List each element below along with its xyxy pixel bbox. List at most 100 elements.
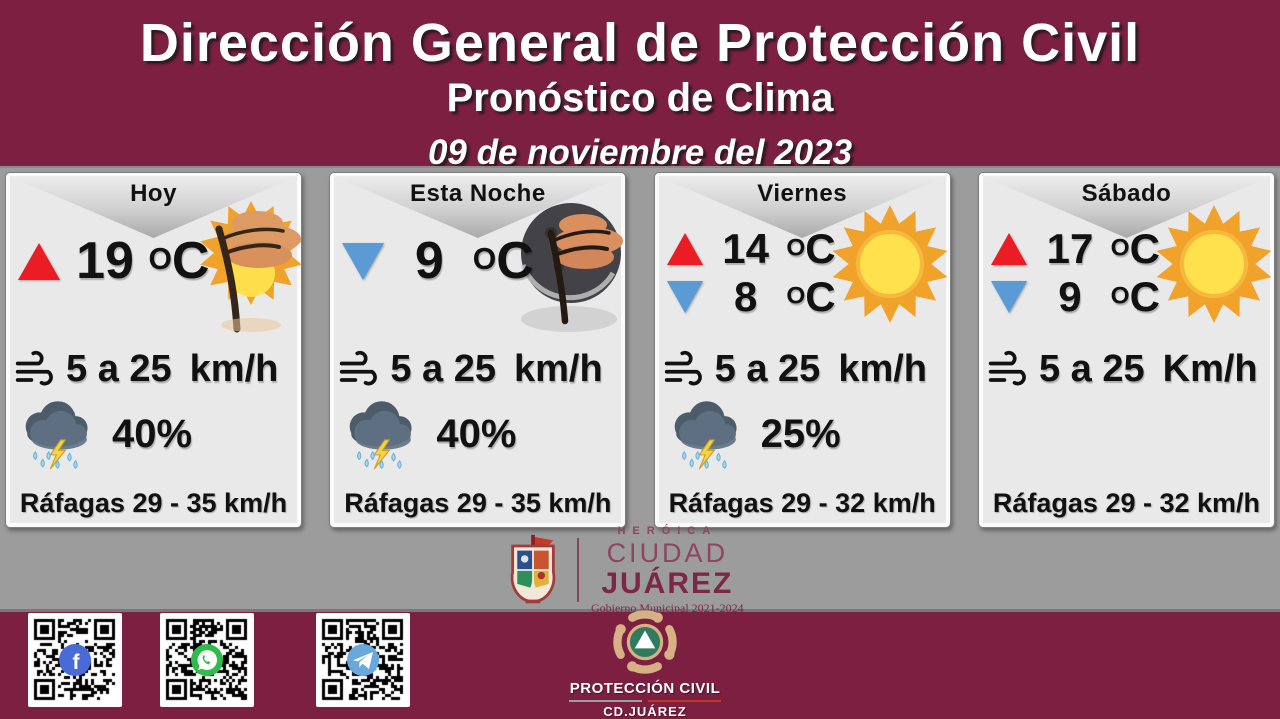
temp-row-min: 8 OC [666, 273, 847, 321]
wind-icon [14, 347, 58, 391]
wind-row: 5 a 25 km/h [14, 343, 299, 395]
day-label: Esta Noche [409, 180, 546, 207]
temp-down-icon [342, 242, 385, 280]
wind-value: 5 a 25 [1038, 347, 1145, 390]
temp-row-min: 9 OC [342, 229, 534, 293]
forecast-card-sabado: Sábado 17 OC 9 OC 5 a 25 Km/h Ráfagas 2 [977, 172, 1275, 528]
temp-value: 9 [414, 232, 444, 290]
temp-down-icon [990, 281, 1027, 313]
gusts-label: Ráfagas [19, 488, 125, 518]
proteccion-civil-emblem-icon [613, 610, 677, 674]
proteccion-civil-label: PROTECCIÓN CIVIL [569, 680, 721, 697]
temp-down-icon [666, 281, 703, 313]
page-title: Dirección General de Protección Civil [139, 13, 1141, 73]
rain-probability: 40% [112, 411, 193, 456]
forecast-card-viernes: Viernes 14 OC 8 OC 5 a 25 km/h 25% [653, 172, 951, 528]
forecast-card-esta-noche: Esta Noche 9 OC 5 a 25 km/h 40% Ráfagas … [329, 172, 627, 528]
wind-value: 5 a 25 [390, 347, 496, 390]
city-crest-icon [505, 533, 561, 607]
degree-symbol: O [786, 234, 806, 262]
whatsapp-icon [191, 644, 223, 676]
gusts-unit: km/h [872, 488, 936, 518]
temp-value: 19 [76, 232, 134, 290]
qr-code-whatsapp [160, 613, 254, 707]
wind-row: 5 a 25 Km/h [987, 343, 1272, 395]
wind-icon [338, 347, 382, 391]
gusts-row: Ráfagas 29 - 32 km/h [979, 488, 1274, 519]
temperatures: 9 OC [342, 229, 534, 293]
degree-symbol: O [148, 243, 172, 277]
city-government-label: Gobierno Municipal 2021-2024 [591, 601, 744, 615]
proteccion-civil-divider [569, 700, 721, 702]
temp-value: 8 [733, 273, 758, 320]
facebook-icon [59, 644, 91, 676]
day-label: Viernes [757, 180, 848, 207]
temperatures: 14 OC 8 OC [666, 225, 847, 321]
gusts-unit: km/h [1197, 488, 1261, 518]
rain-probability: 25% [760, 411, 841, 456]
wind-icon [987, 347, 1031, 391]
rain-row: 40% [16, 395, 192, 473]
storm-cloud-icon [340, 396, 422, 472]
rain-probability: 40% [436, 411, 517, 456]
wind-unit: km/h [838, 347, 928, 390]
wind-icon [663, 347, 707, 391]
gusts-row: Ráfagas 29 - 35 km/h [330, 488, 625, 519]
forecast-card-hoy: Hoy 19 OC 5 a 25 km/h 40% Ráfagas 29 - 3… [5, 172, 302, 528]
temperatures: 19 OC [18, 229, 209, 293]
temp-up-icon [990, 233, 1027, 265]
gusts-unit: km/h [548, 488, 612, 518]
degree-symbol: O [786, 282, 806, 310]
degree-symbol: O [1110, 234, 1130, 262]
gusts-unit: km/h [224, 488, 288, 518]
qr-code-telegram [316, 613, 410, 707]
gusts-value: 29 - 35 [456, 488, 541, 518]
temp-row-min: 9 OC [990, 273, 1171, 321]
temp-value: 9 [1058, 273, 1082, 320]
gusts-value: 29 - 35 [132, 488, 217, 518]
storm-cloud-icon [665, 396, 747, 472]
city-heroica-label: HERÓICA [617, 525, 718, 537]
ciudad-juarez-logo: HERÓICA CIUDAD JUÁREZ Gobierno Municipal… [505, 526, 744, 614]
poster-header: Dirección General de Protección Civil Pr… [0, 0, 1280, 173]
celsius-symbol: C [496, 232, 534, 290]
temp-row-max: 14 OC [666, 225, 847, 273]
proteccion-civil-logo: PROTECCIÓN CIVIL CD.JUÁREZ [559, 610, 731, 719]
forecast-cards: Hoy 19 OC 5 a 25 km/h 40% Ráfagas 29 - 3… [5, 172, 1275, 528]
storm-cloud-icon [16, 396, 98, 472]
page-subtitle: Pronóstico de Clima [446, 76, 834, 120]
celsius-symbol: C [1129, 273, 1160, 320]
temp-row-max: 17 OC [990, 225, 1171, 273]
rain-row: 40% [340, 395, 516, 473]
forecast-date: 09 de noviembre del 2023 [427, 133, 853, 172]
celsius-symbol: C [805, 273, 836, 320]
wind-row: 5 a 25 km/h [663, 343, 948, 395]
celsius-symbol: C [1129, 225, 1160, 272]
qr-code-facebook [28, 613, 122, 707]
logo-divider [577, 538, 579, 602]
rain-row: 25% [665, 395, 841, 473]
degree-symbol: O [1110, 282, 1130, 310]
temp-up-icon [18, 242, 60, 280]
city-juarez-label: JUÁREZ [601, 567, 734, 600]
gusts-label: Ráfagas [344, 488, 450, 518]
celsius-symbol: C [805, 225, 836, 272]
wind-value: 5 a 25 [714, 347, 821, 390]
wind-value: 5 a 25 [66, 347, 172, 390]
gusts-row: Ráfagas 29 - 35 km/h [6, 488, 301, 519]
wind-row: 5 a 25 km/h [338, 343, 623, 395]
gusts-value: 29 - 32 [1105, 488, 1190, 518]
wind-unit: km/h [513, 347, 603, 390]
gusts-label: Ráfagas [668, 488, 774, 518]
gusts-row: Ráfagas 29 - 32 km/h [655, 488, 950, 519]
day-label: Sábado [1081, 180, 1172, 207]
temp-value: 17 [1046, 225, 1094, 272]
degree-symbol: O [472, 243, 497, 277]
gusts-value: 29 - 32 [781, 488, 866, 518]
temp-value: 14 [722, 225, 770, 272]
telegram-icon [347, 644, 379, 676]
gusts-label: Ráfagas [992, 488, 1098, 518]
temp-up-icon [666, 233, 703, 265]
celsius-symbol: C [171, 232, 210, 290]
